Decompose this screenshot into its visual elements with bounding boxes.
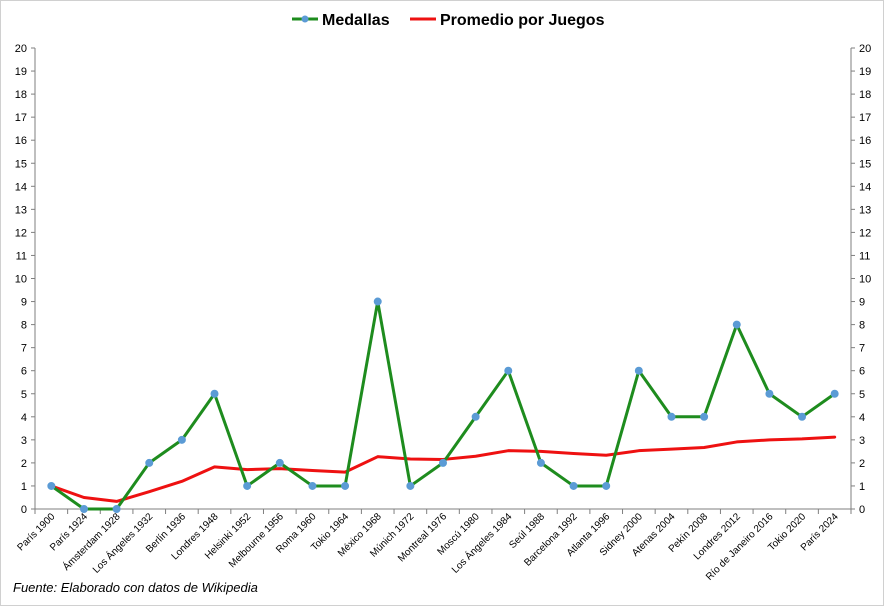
y-tick-label-left: 9 (21, 297, 27, 309)
legend-label-medallas: Medallas (322, 12, 390, 29)
y-tick-label-left: 15 (15, 158, 27, 170)
data-point-medallas (439, 458, 447, 467)
legend: Medallas Promedio por Juegos (292, 12, 605, 29)
y-tick-label-right: 20 (859, 43, 871, 55)
data-point-medallas (275, 458, 284, 467)
y-tick-label-right: 2 (859, 458, 865, 470)
y-tick-label-right: 7 (859, 343, 865, 355)
y-tick-label-left: 14 (15, 181, 27, 193)
y-tick-label-right: 13 (859, 204, 871, 216)
data-point-medallas (308, 481, 317, 490)
y-tick-label-left: 7 (21, 343, 27, 355)
y-tick-label-right: 11 (859, 250, 870, 262)
y-tick-label-right: 1 (859, 481, 865, 493)
y-tick-label-right: 15 (859, 158, 871, 170)
y-tick-label-left: 13 (15, 204, 27, 216)
data-point-medallas (210, 389, 219, 398)
data-point-medallas (536, 458, 545, 467)
y-tick-label-left: 1 (21, 481, 27, 493)
data-point-medallas (406, 481, 415, 490)
data-point-medallas (373, 297, 382, 306)
data-point-medallas (504, 366, 513, 375)
y-tick-label-left: 5 (21, 389, 27, 401)
data-point-medallas (471, 412, 480, 421)
y-tick-label-right: 14 (859, 181, 871, 193)
data-point-medallas (243, 481, 252, 490)
data-point-medallas (602, 481, 611, 490)
y-tick-label-left: 10 (15, 274, 27, 286)
y-tick-label-right: 5 (859, 389, 865, 401)
y-tick-label-left: 8 (21, 320, 27, 332)
y-tick-label-right: 4 (859, 412, 865, 424)
data-point-medallas (634, 366, 643, 375)
data-point-medallas (732, 320, 741, 329)
data-point-medallas (79, 505, 88, 513)
y-tick-label-left: 11 (16, 250, 27, 262)
y-tick-label-right: 18 (859, 89, 871, 101)
y-tick-label-left: 2 (21, 458, 27, 470)
data-point-medallas (341, 481, 350, 490)
y-tick-label-left: 20 (15, 43, 27, 55)
y-tick-label-right: 12 (859, 227, 871, 239)
data-point-medallas (112, 505, 121, 513)
y-tick-label-left: 19 (15, 66, 27, 78)
data-point-medallas (830, 389, 839, 398)
y-tick-label-right: 9 (859, 297, 865, 309)
data-point-medallas (47, 481, 56, 490)
y-tick-label-left: 0 (21, 504, 27, 516)
data-point-medallas (700, 412, 709, 421)
y-tick-label-left: 3 (21, 435, 27, 447)
y-tick-label-left: 4 (21, 412, 27, 424)
y-tick-label-right: 3 (859, 435, 865, 447)
series-layer (47, 297, 839, 513)
y-tick-label-right: 10 (859, 274, 871, 286)
y-tick-label-right: 16 (859, 135, 871, 147)
y-tick-label-left: 12 (15, 227, 27, 239)
data-point-medallas (145, 458, 154, 467)
y-tick-label-right: 8 (859, 320, 865, 332)
y-tick-label-right: 19 (859, 66, 871, 78)
y-tick-label-left: 17 (15, 112, 27, 124)
data-point-medallas (177, 435, 186, 444)
legend-marker-medallas (301, 15, 309, 23)
y-tick-label-right: 17 (859, 112, 871, 124)
y-tick-label-left: 18 (15, 89, 27, 101)
source-note: Fuente: Elaborado con datos de Wikipedia (13, 580, 258, 595)
data-point-medallas (569, 481, 578, 490)
y-tick-label-right: 6 (859, 366, 865, 378)
y-tick-label-right: 0 (859, 504, 865, 516)
data-point-medallas (667, 412, 676, 421)
data-point-medallas (765, 389, 774, 398)
y-tick-label-left: 16 (15, 135, 27, 147)
data-point-medallas (798, 412, 807, 421)
y-tick-label-left: 6 (21, 366, 27, 378)
legend-label-promedio: Promedio por Juegos (440, 12, 605, 29)
